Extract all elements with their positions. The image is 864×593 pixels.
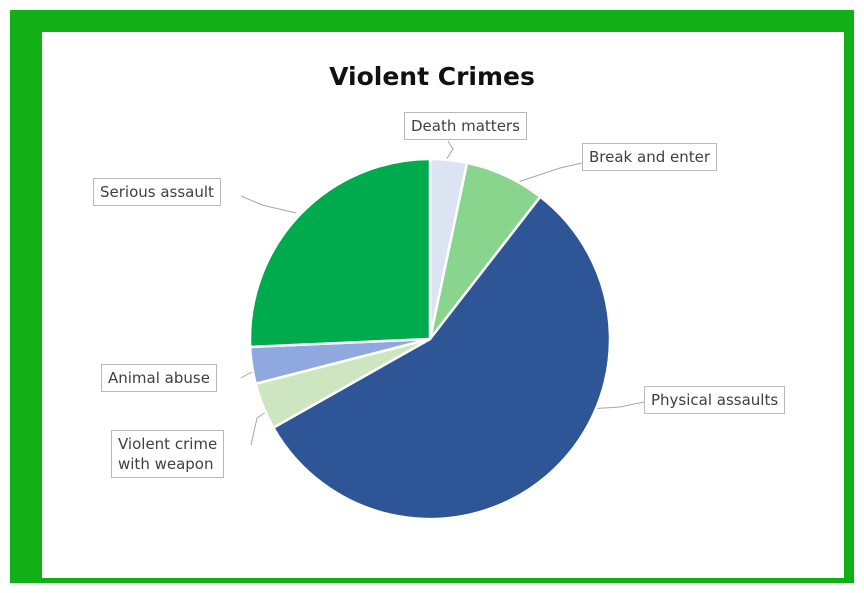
label-violent-crime-with-weapon: Violent crime with weapon bbox=[111, 430, 225, 478]
chart-title: Violent Crimes bbox=[329, 62, 535, 91]
label-physical-assaults: Physical assaults bbox=[644, 386, 786, 414]
pie-slice-physical-assaults bbox=[272, 195, 612, 521]
label-animal-abuse: Animal abuse bbox=[101, 364, 217, 392]
label-death-matters: Death matters bbox=[404, 112, 527, 140]
leader-line bbox=[517, 162, 583, 183]
leader-line bbox=[445, 140, 454, 161]
label-break-and-enter: Break and enter bbox=[582, 143, 718, 171]
leader-line bbox=[587, 401, 645, 410]
leader-line bbox=[240, 195, 297, 214]
label-serious-assault: Serious assault bbox=[93, 178, 221, 206]
pie-slices bbox=[248, 157, 612, 521]
pie-slice-serious-assault bbox=[248, 157, 432, 349]
